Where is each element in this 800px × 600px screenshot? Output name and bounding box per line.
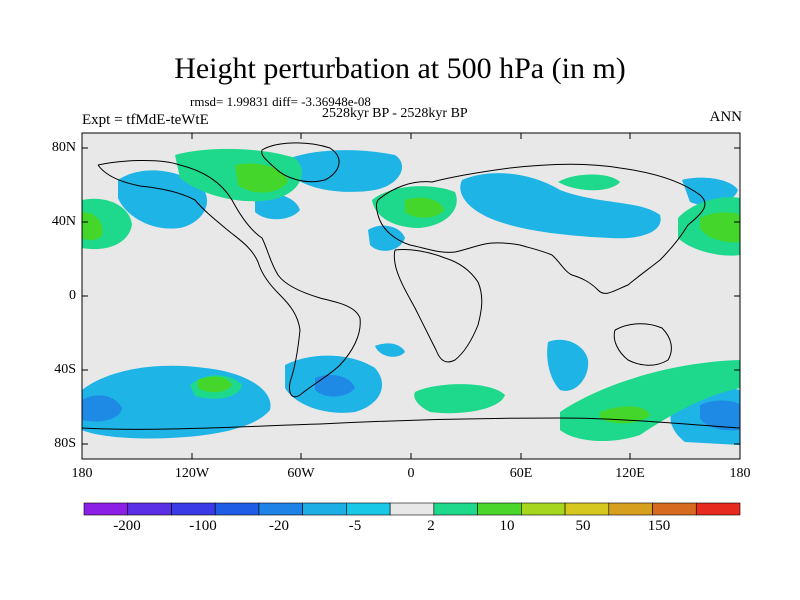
anomaly-green-core-europe xyxy=(405,197,444,218)
colorbar xyxy=(83,502,741,516)
stats-subtitle: rmsd= 1.99831 diff= -3.36948e-08 xyxy=(190,94,371,109)
colorbar-label: 50 xyxy=(575,518,591,534)
chart-title: Height perturbation at 500 hPa (in m) xyxy=(174,52,626,85)
colorbar-label: -100 xyxy=(189,518,217,534)
colorbar-box xyxy=(695,502,741,516)
anomaly-green-core-canada xyxy=(235,163,288,193)
anomaly-green-core-sp xyxy=(198,376,232,393)
colorbar-box xyxy=(652,502,697,516)
anomaly-blue-south-atlantic xyxy=(375,343,405,357)
colorbar-label: 2 xyxy=(427,518,435,534)
colorbar-box xyxy=(608,502,653,516)
season-label: ANN xyxy=(709,109,743,125)
colorbar-box xyxy=(171,502,216,516)
colorbar-box xyxy=(258,502,303,516)
axis-ticks xyxy=(81,133,741,459)
lon-label-0: 0 xyxy=(407,466,415,481)
colorbar-box xyxy=(83,502,129,516)
lon-label-180w: 180 xyxy=(71,466,93,481)
colorbar-box xyxy=(302,502,347,516)
anomaly-blue-nw xyxy=(118,170,208,229)
colorbar-box xyxy=(346,502,391,516)
anomaly-blue-core-smid xyxy=(315,375,355,397)
colorbar-box xyxy=(389,502,435,516)
lon-label-180e: 180 xyxy=(729,466,751,481)
colorbar-label: 150 xyxy=(647,518,671,534)
anomaly-field xyxy=(82,142,740,445)
colorbar-label: -5 xyxy=(348,518,362,534)
colorbar-label: -200 xyxy=(113,518,141,534)
anomaly-green-south-indian xyxy=(560,360,740,442)
colorbar-label: 10 xyxy=(499,518,515,534)
anomaly-blue-eurasia xyxy=(460,173,661,239)
period-subtitle: 2528kyr BP - 2528kyr BP xyxy=(322,106,468,121)
anomaly-green-core-npw xyxy=(82,212,103,240)
colorbar-box xyxy=(521,502,566,516)
anomaly-blue-indian xyxy=(547,339,589,391)
lon-label-120e: 120E xyxy=(615,466,645,481)
lat-label-40s: 40S xyxy=(54,362,76,377)
colorbar-box xyxy=(433,502,478,516)
anomaly-green-south-atlantic xyxy=(414,384,505,414)
lon-label-60w: 60W xyxy=(287,466,315,481)
lon-label-120w: 120W xyxy=(174,466,210,481)
lat-label-80n: 80N xyxy=(51,140,76,155)
colorbar-box xyxy=(214,502,260,516)
colorbar-box xyxy=(564,502,610,516)
lat-label-40n: 40N xyxy=(51,214,76,229)
colorbar-box xyxy=(477,502,522,516)
anomaly-blue-core-sw xyxy=(82,395,122,422)
anomaly-green-siberia xyxy=(558,174,620,191)
lat-label-80s: 80S xyxy=(54,436,76,451)
colorbar-label: -20 xyxy=(269,518,289,534)
anomaly-blue-atlantic xyxy=(368,225,405,251)
lat-label-0: 0 xyxy=(69,288,76,303)
coastlines xyxy=(82,142,740,430)
anomaly-blue-core-se xyxy=(700,400,740,431)
lon-label-60e: 60E xyxy=(509,466,533,481)
colorbar-box xyxy=(127,502,172,516)
anomaly-green-core-npe xyxy=(700,212,740,243)
experiment-label: Expt = tfMdE-teWtE xyxy=(82,112,209,128)
